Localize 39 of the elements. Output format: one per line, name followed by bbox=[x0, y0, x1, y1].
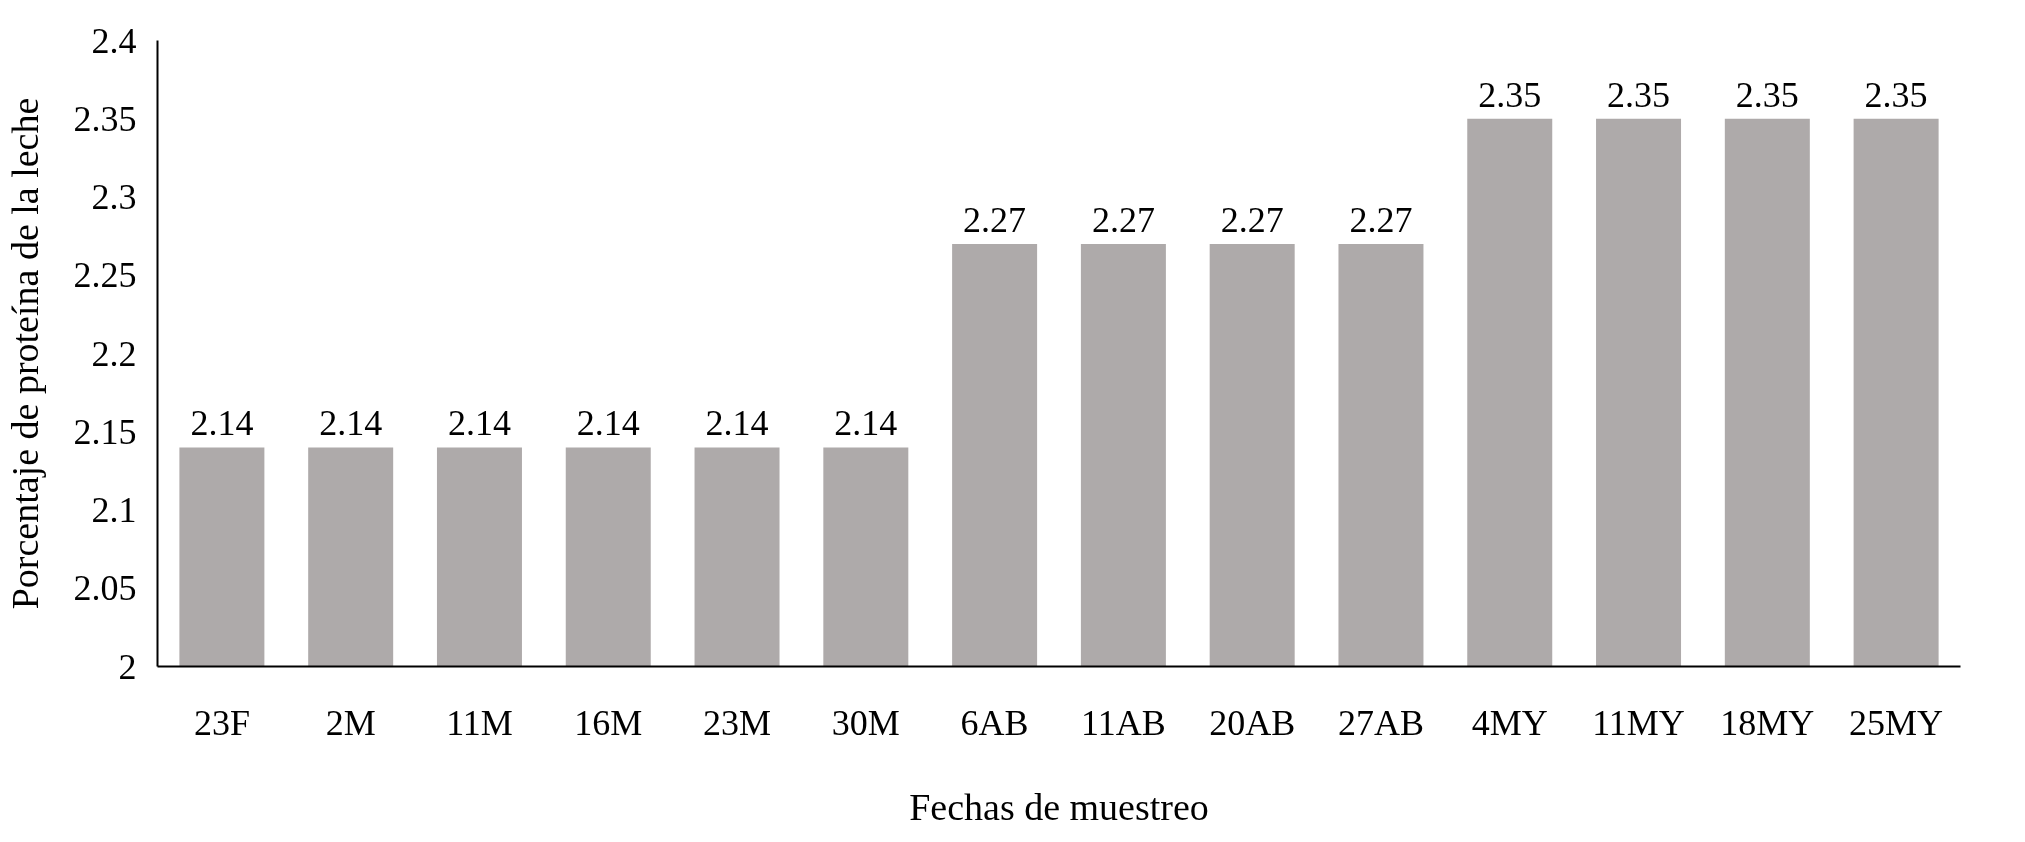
x-tick-label: 16M bbox=[574, 702, 643, 743]
x-axis-title: Fechas de muestreo bbox=[909, 785, 1209, 828]
data-label: 2.14 bbox=[319, 403, 383, 444]
x-tick-label: 25MY bbox=[1849, 702, 1944, 743]
data-label: 2.35 bbox=[1607, 74, 1671, 115]
y-tick-label: 2.2 bbox=[91, 333, 137, 374]
y-tick-label: 2.1 bbox=[91, 490, 137, 530]
data-label: 2.35 bbox=[1864, 74, 1928, 115]
y-tick-label: 2.3 bbox=[91, 177, 137, 217]
x-tick-label: 11MY bbox=[1592, 702, 1685, 743]
data-label: 2.14 bbox=[834, 403, 898, 444]
x-tick-label: 4MY bbox=[1471, 702, 1548, 743]
x-tick-label: 20AB bbox=[1209, 702, 1296, 743]
x-tick-label: 23M bbox=[703, 702, 772, 743]
y-tick-label: 2 bbox=[118, 646, 137, 687]
data-label: 2.27 bbox=[1349, 199, 1413, 240]
data-label: 2.35 bbox=[1735, 74, 1799, 115]
x-tick-label: 30M bbox=[831, 702, 900, 743]
x-tick-label: 11AB bbox=[1081, 702, 1166, 743]
y-tick-label: 2.25 bbox=[73, 255, 137, 296]
x-tick-label: 23F bbox=[193, 702, 250, 743]
y-tick-label: 2.15 bbox=[73, 411, 137, 452]
x-tick-label: 27AB bbox=[1337, 702, 1424, 743]
y-tick-label: 2.4 bbox=[91, 20, 137, 61]
x-tick-label: 11M bbox=[446, 702, 513, 743]
y-tick-label: 2.35 bbox=[73, 98, 137, 139]
data-label: 2.14 bbox=[576, 403, 640, 444]
x-tick-label: 2M bbox=[325, 702, 376, 743]
x-tick-label: 18MY bbox=[1720, 702, 1815, 743]
data-label: 2.27 bbox=[963, 199, 1027, 240]
y-tick-label: 2.05 bbox=[73, 568, 137, 609]
data-label: 2.14 bbox=[190, 403, 254, 444]
data-label: 2.14 bbox=[705, 403, 769, 444]
data-label: 2.35 bbox=[1478, 74, 1542, 115]
y-axis-title: Porcentaje de proteína de la leche bbox=[3, 97, 46, 610]
x-tick-label: 6AB bbox=[960, 702, 1029, 743]
data-label: 2.27 bbox=[1091, 199, 1155, 240]
data-label: 2.27 bbox=[1220, 199, 1284, 240]
data-label: 2.14 bbox=[447, 403, 511, 444]
